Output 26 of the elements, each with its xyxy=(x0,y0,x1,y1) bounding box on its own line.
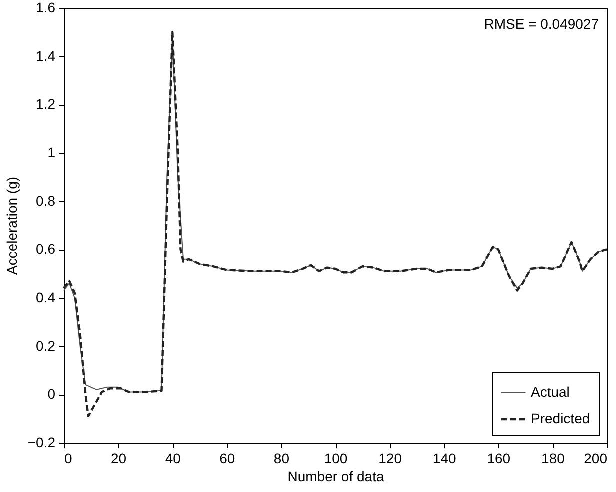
y-tick-label: 1.2 xyxy=(36,96,56,112)
y-tick-label: 0.6 xyxy=(36,241,56,258)
y-tick-label: 1.4 xyxy=(36,48,56,64)
y-tick-label: 0.4 xyxy=(36,290,56,306)
legend-label: Predicted xyxy=(531,410,590,426)
annotation: RMSE = 0.049027 xyxy=(484,16,600,32)
x-tick-label: 100 xyxy=(324,450,348,466)
y-tick-label: 0.8 xyxy=(36,192,56,209)
x-tick-label: 160 xyxy=(487,450,511,466)
legend-label: Actual xyxy=(531,384,570,400)
x-tick-label: 0 xyxy=(64,450,72,466)
x-tick-label: 200 xyxy=(584,450,608,466)
y-tick-label: 0.2 xyxy=(36,338,56,354)
y-tick-label: −0.2 xyxy=(28,434,56,450)
y-tick-label: 1 xyxy=(48,144,56,160)
x-tick-label: 140 xyxy=(432,450,456,466)
x-tick-label: 80 xyxy=(274,450,290,466)
x-axis-title: Number of data xyxy=(288,468,384,484)
x-tick-label: 120 xyxy=(378,450,402,466)
x-tick-label: 180 xyxy=(542,450,566,466)
y-axis-title: Acceleration (g) xyxy=(4,176,20,276)
y-tick-label: 0 xyxy=(48,386,56,402)
x-tick-label: 60 xyxy=(220,450,236,466)
x-tick-label: 40 xyxy=(165,450,182,466)
x-tick-label: 20 xyxy=(111,450,127,466)
y-tick-label: 1.6 xyxy=(36,0,56,16)
